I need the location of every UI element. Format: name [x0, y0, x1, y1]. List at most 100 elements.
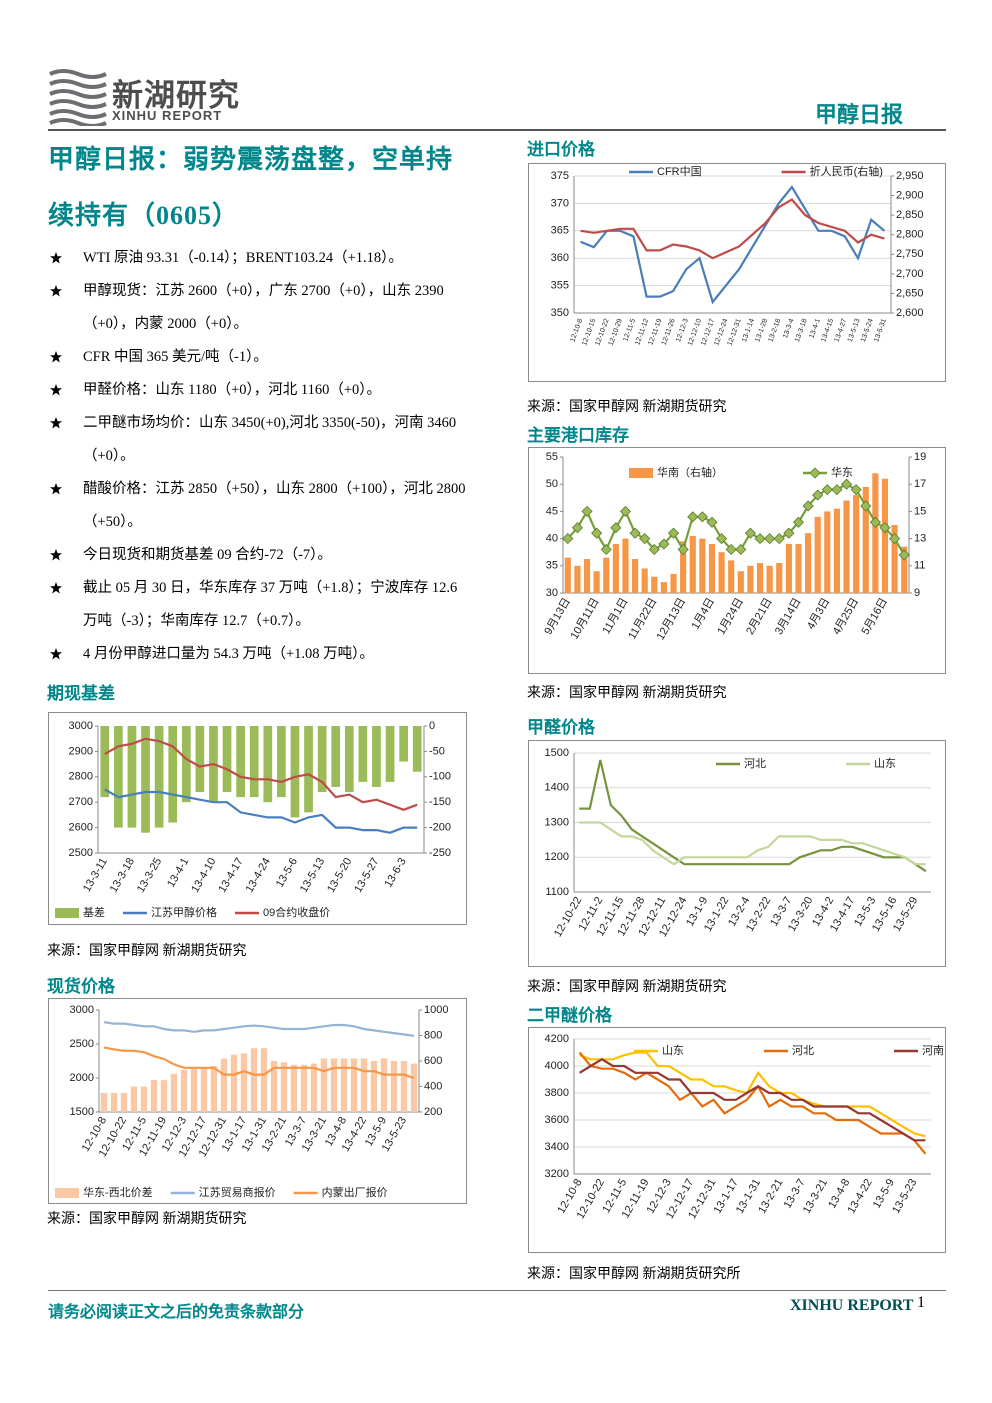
point-marker [571, 522, 583, 534]
bar [385, 726, 395, 782]
y-tick-label: 1200 [545, 851, 569, 863]
y2-tick-label: 2,800 [896, 229, 924, 241]
legend-label: 09合约收盘价 [263, 905, 330, 919]
bullet-star [50, 351, 62, 363]
x-tick-label: 13-5-27 [352, 856, 381, 895]
x-tick-label: 1月4日 [690, 596, 718, 632]
bar [236, 726, 245, 798]
bullet-text: 甲醛价格：山东 1180（+0），河北 1160（+0）。 [83, 382, 382, 398]
point-marker [840, 478, 853, 490]
section-title: 二甲醚价格 [527, 1006, 612, 1025]
x-tick-label: 3月14日 [773, 596, 804, 637]
chart-frame: 1100 1200 1300 1400 1500 12-10-22 12-11-2 12-11… [528, 740, 946, 967]
point-marker [850, 484, 862, 496]
star-shape [50, 252, 62, 264]
bar [412, 726, 422, 772]
section-title: 甲醛价格 [527, 718, 595, 737]
bar [699, 538, 706, 593]
bullet-text: 二甲醚市场均价：山东 3450(+0),河北 3350(-50)，河南 3460… [83, 415, 457, 464]
point-marker [610, 522, 622, 534]
bar [358, 726, 368, 782]
y2-tick-label: -50 [429, 745, 445, 757]
bar [737, 571, 744, 593]
y2-tick-label: 2,750 [896, 248, 924, 260]
y-tick-label: 1100 [545, 886, 569, 898]
bar [260, 1048, 268, 1112]
bar [317, 726, 327, 793]
x-tick-label: 13-4-15 [820, 318, 835, 343]
x-tick-label: 13-4-24 [244, 856, 273, 895]
line-series [578, 1051, 927, 1155]
y2-tick-label: 0 [429, 720, 435, 732]
bar [881, 478, 889, 593]
bullet: 二甲醚市场均价：山东 3450(+0),河北 3350(-50)，河南 3460… [48, 407, 473, 473]
x-tick-label: 13-5-31 [873, 318, 888, 343]
bar [901, 546, 908, 593]
legend-label: 江苏甲醇价格 [151, 905, 217, 919]
x-tick-label: 12-12-3 [675, 318, 690, 343]
x-tick-label: 13-5-20 [325, 856, 354, 895]
line-series [103, 1021, 415, 1037]
point-marker [725, 543, 737, 556]
x-tick-label: 12-10-22 [552, 895, 584, 939]
y-tick-label: 370 [551, 197, 569, 209]
chart-frame: 1500 2000 2500 3000 200 400 600 800 1000 12-10-8 1… [48, 998, 467, 1204]
legend-label: 山东 [874, 757, 896, 770]
y-tick-label: 2800 [69, 771, 93, 783]
y-tick-label: 3800 [545, 1087, 569, 1099]
bar [170, 1073, 178, 1112]
bar [708, 544, 716, 593]
y2-tick-label: 200 [424, 1106, 442, 1118]
bar [220, 1058, 228, 1112]
bullet-star [50, 582, 62, 594]
y2-tick-label: 800 [424, 1029, 442, 1041]
bar [756, 563, 764, 593]
article-title: 甲醇日报：弱势震荡盘整，空单持续持有（0605） [48, 145, 454, 230]
footer-brand: XINHU REPORT [790, 1297, 914, 1314]
y2-tick-label: 1000 [424, 1004, 448, 1016]
bullet: 今日现货和期货基差 09 合约-72（-7）。 [48, 539, 473, 572]
bar [680, 541, 687, 593]
x-tick-label: 13-1-14 [741, 318, 756, 343]
y-tick-label: 55 [546, 451, 558, 463]
bar [200, 1067, 208, 1112]
bar [372, 726, 381, 787]
star-shape [50, 351, 62, 363]
bar [100, 726, 110, 798]
x-tick-label: 13-6-3 [382, 856, 408, 890]
bullet-text: CFR 中国 365 美元/吨（-1）。 [83, 349, 268, 365]
bar [290, 726, 300, 818]
source-note: 来源：国家甲醇网 新湖期货研究 [527, 686, 727, 701]
y-tick-label: 2700 [69, 796, 93, 808]
legend-label: CFR中国 [657, 165, 702, 178]
page-number: 1 [917, 1294, 925, 1311]
line-series [104, 737, 418, 811]
bar [230, 1054, 238, 1112]
y-tick-label: 50 [546, 478, 558, 490]
bullet-star [50, 417, 62, 429]
bar [280, 1062, 288, 1112]
y-tick-label: 2900 [69, 745, 93, 757]
x-tick-label: 13-5-13 [298, 856, 327, 895]
y2-tick-label: 2,600 [896, 307, 924, 319]
bar [814, 516, 821, 593]
bar [843, 500, 850, 593]
point-marker [667, 527, 680, 539]
source-note: 来源：国家甲醇网 新湖期货研究 [527, 400, 727, 415]
chart-frame: 3200 3400 3600 3800 4000 4200 12-10-8 12-10-22 1… [528, 1027, 946, 1253]
line-series [104, 788, 418, 834]
bar [689, 535, 696, 593]
bar [127, 726, 137, 828]
bar [154, 726, 164, 828]
chart: 350 355 360 365 370 375 2,600 2,650 2,700 2,750 2,… [551, 164, 924, 347]
y-tick-label: 30 [546, 587, 558, 599]
y2-tick-label: 15 [914, 505, 926, 517]
point-marker [619, 505, 632, 517]
legend-label: 河北 [792, 1044, 814, 1057]
bar [574, 565, 581, 593]
x-tick-label: 12-10-8 [569, 318, 584, 343]
x-tick-label: 13-4-10 [189, 856, 218, 895]
bar [250, 1048, 258, 1112]
line-series [579, 1051, 926, 1138]
